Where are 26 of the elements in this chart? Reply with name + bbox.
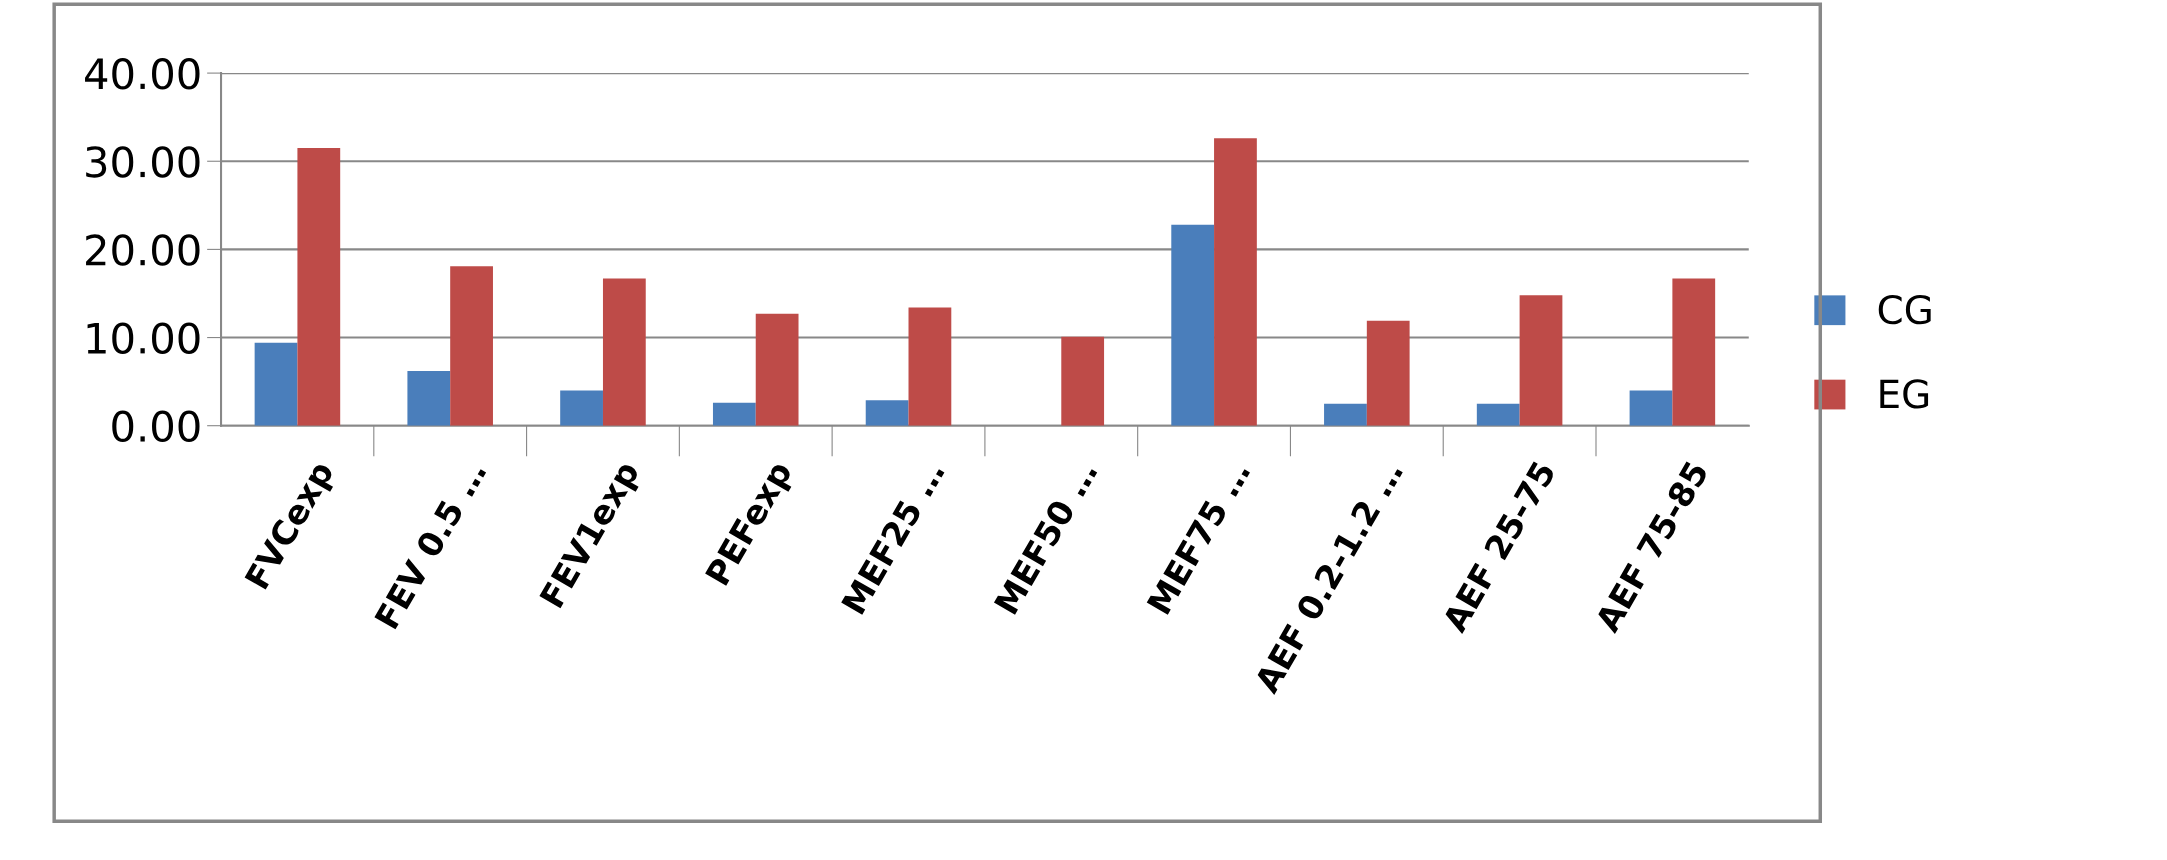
bar: [1214, 138, 1257, 426]
bar: [602, 278, 646, 426]
bar: [560, 390, 603, 426]
y-tick-label: 0.00: [112, 410, 200, 443]
bar: [1672, 278, 1716, 426]
bar: [908, 307, 952, 426]
legend-label: CG: [1878, 294, 1931, 325]
bar: [755, 313, 799, 426]
bar: [297, 148, 341, 426]
bar: [450, 266, 493, 426]
bar: [1629, 390, 1673, 426]
bar: [1476, 403, 1520, 426]
bar: [254, 342, 298, 426]
bar: [1324, 403, 1367, 426]
bar: [407, 371, 451, 426]
bar: [1061, 336, 1105, 426]
bar: [1171, 224, 1215, 426]
y-tick-label: 40.00: [85, 58, 200, 90]
legend-label: EG: [1880, 379, 1929, 409]
bar: [1366, 320, 1410, 426]
bar: [1519, 295, 1563, 426]
y-tick-label: 20.00: [86, 234, 200, 266]
y-tick-label: 10.00: [87, 322, 200, 354]
bar: [865, 400, 909, 426]
bar: [712, 402, 756, 426]
y-tick-label: 30.00: [86, 146, 200, 178]
